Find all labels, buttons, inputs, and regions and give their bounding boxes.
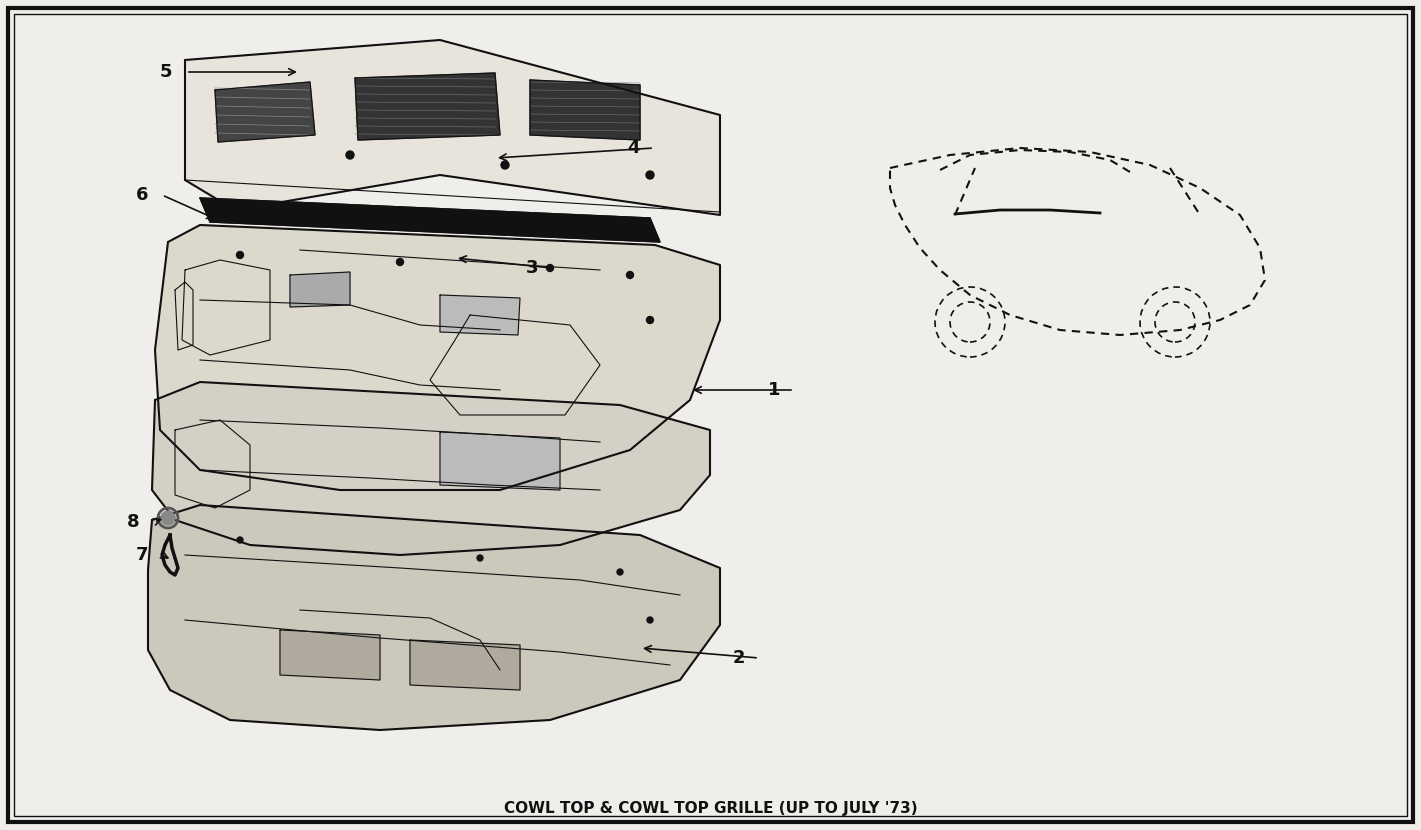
Circle shape [627,271,634,279]
Polygon shape [441,295,520,335]
Polygon shape [152,382,710,555]
Polygon shape [215,82,315,142]
Polygon shape [355,73,500,140]
Text: 6: 6 [135,186,148,204]
Circle shape [547,265,554,271]
Polygon shape [148,505,720,730]
Circle shape [647,171,654,179]
Text: 3: 3 [526,259,539,277]
Circle shape [477,555,483,561]
Polygon shape [441,432,560,490]
Circle shape [345,151,354,159]
Circle shape [237,537,243,543]
Text: 1: 1 [767,381,780,399]
Polygon shape [155,225,720,490]
Circle shape [161,511,175,525]
Polygon shape [185,40,720,215]
Text: 4: 4 [628,139,639,157]
Circle shape [617,569,622,575]
Polygon shape [290,272,350,307]
Polygon shape [411,640,520,690]
Text: 2: 2 [732,649,745,667]
Polygon shape [280,630,379,680]
Text: COWL TOP & COWL TOP GRILLE (UP TO JULY '73): COWL TOP & COWL TOP GRILLE (UP TO JULY '… [504,800,918,816]
Text: 7: 7 [135,546,148,564]
Circle shape [396,258,404,266]
Circle shape [236,251,243,258]
Polygon shape [530,80,639,140]
Circle shape [502,161,509,169]
Circle shape [647,316,654,324]
Text: 8: 8 [128,513,141,531]
Circle shape [647,617,654,623]
Text: 5: 5 [159,63,172,81]
Polygon shape [200,198,659,242]
